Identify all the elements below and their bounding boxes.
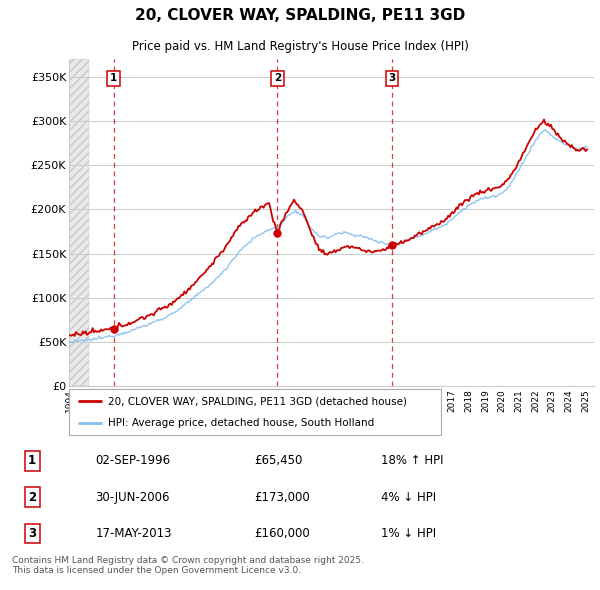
Text: £173,000: £173,000: [254, 490, 310, 504]
Text: Price paid vs. HM Land Registry's House Price Index (HPI): Price paid vs. HM Land Registry's House …: [131, 40, 469, 53]
Text: 30-JUN-2006: 30-JUN-2006: [95, 490, 170, 504]
Text: 3: 3: [388, 74, 395, 83]
Text: 18% ↑ HPI: 18% ↑ HPI: [380, 454, 443, 467]
Text: 1: 1: [28, 454, 36, 467]
Text: 17-MAY-2013: 17-MAY-2013: [95, 527, 172, 540]
Text: 2: 2: [28, 490, 36, 504]
Text: 20, CLOVER WAY, SPALDING, PE11 3GD (detached house): 20, CLOVER WAY, SPALDING, PE11 3GD (deta…: [108, 396, 407, 407]
Bar: [69, 59, 89, 386]
Text: HPI: Average price, detached house, South Holland: HPI: Average price, detached house, Sout…: [108, 418, 374, 428]
Text: 1: 1: [110, 74, 117, 83]
Text: £65,450: £65,450: [254, 454, 302, 467]
Text: £160,000: £160,000: [254, 527, 310, 540]
FancyBboxPatch shape: [69, 389, 441, 435]
Text: 02-SEP-1996: 02-SEP-1996: [95, 454, 170, 467]
Text: 20, CLOVER WAY, SPALDING, PE11 3GD: 20, CLOVER WAY, SPALDING, PE11 3GD: [135, 8, 465, 24]
Text: 2: 2: [274, 74, 281, 83]
Text: Contains HM Land Registry data © Crown copyright and database right 2025.
This d: Contains HM Land Registry data © Crown c…: [12, 556, 364, 575]
Text: 3: 3: [28, 527, 36, 540]
Text: 4% ↓ HPI: 4% ↓ HPI: [380, 490, 436, 504]
Text: 1% ↓ HPI: 1% ↓ HPI: [380, 527, 436, 540]
